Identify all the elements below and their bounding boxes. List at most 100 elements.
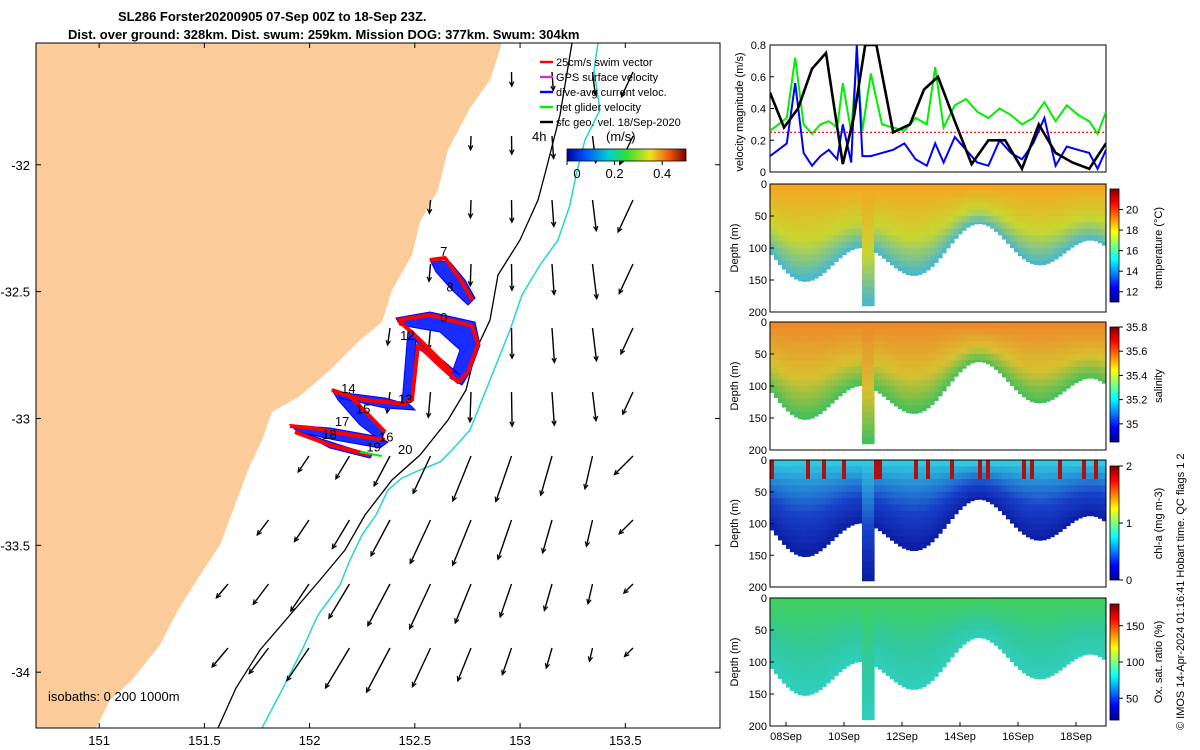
section-cell — [862, 366, 867, 374]
section-cell — [794, 662, 799, 669]
section-cell — [782, 209, 787, 217]
section-cell — [1066, 466, 1071, 474]
section-cell — [902, 260, 907, 268]
geo-velocity-arrowhead — [286, 675, 292, 682]
section-cell — [1094, 623, 1099, 631]
section-cell — [922, 322, 927, 329]
section-cell — [958, 196, 963, 204]
section-cell — [870, 498, 875, 505]
section-cell — [774, 460, 779, 467]
section-cell — [802, 235, 807, 243]
section-cell — [922, 347, 927, 355]
section-cell — [810, 334, 815, 342]
section-cell — [1046, 328, 1051, 336]
section-cell — [942, 228, 947, 236]
geo-velocity-arrowhead — [583, 483, 589, 491]
geo-velocity-arrowhead — [593, 293, 599, 301]
section-cell — [926, 392, 931, 400]
section-cbar-label: salinity — [1153, 369, 1165, 403]
section-cell — [790, 523, 795, 531]
section-cell — [1046, 598, 1051, 605]
section-cell — [1094, 347, 1099, 355]
section-cell — [1050, 460, 1055, 467]
section-cell — [1038, 498, 1043, 505]
legend-label: GPS surface velocity — [556, 72, 659, 84]
section-cell — [994, 209, 999, 217]
section-cell — [886, 504, 891, 512]
section-cell — [886, 610, 891, 618]
section-cell — [978, 360, 983, 363]
section-cell — [922, 184, 927, 191]
section-cell — [790, 360, 795, 368]
section-cell — [826, 649, 831, 657]
section-cell — [866, 574, 871, 582]
section-cell — [1066, 636, 1071, 644]
section-cell — [966, 491, 971, 499]
section-cell — [1014, 649, 1019, 657]
section-cell — [1018, 347, 1023, 355]
section-cell — [978, 491, 983, 499]
section-cell — [874, 655, 879, 663]
section-cell — [942, 196, 947, 204]
section-cell — [822, 354, 827, 361]
section-cell — [1018, 460, 1023, 467]
section-cell — [866, 617, 871, 625]
section-cell — [1046, 517, 1051, 524]
section-cell — [866, 184, 871, 191]
section-cell — [1082, 510, 1087, 517]
section-cell — [1038, 655, 1043, 663]
section-cell — [922, 190, 927, 198]
section-cell — [910, 341, 915, 349]
section-cell — [1046, 392, 1051, 400]
section-cell — [866, 379, 871, 387]
section-cell — [1094, 190, 1099, 198]
section-cell — [826, 479, 831, 486]
section-cell — [890, 529, 895, 537]
section-cell — [866, 580, 871, 582]
section-cell — [982, 604, 987, 612]
section-cell — [1098, 209, 1103, 217]
section-cell — [806, 498, 811, 505]
section-cell — [866, 328, 871, 336]
section-cell — [1062, 347, 1067, 355]
section-cell — [1018, 366, 1023, 374]
section-y-tick-label: 150 — [749, 689, 767, 701]
section-cell — [1022, 460, 1027, 467]
section-cell — [1050, 398, 1055, 400]
geo-velocity-arrow — [584, 455, 594, 489]
section-cell — [1038, 203, 1043, 211]
section-cell — [938, 216, 943, 223]
section-cell — [910, 386, 915, 393]
section-cell — [954, 610, 959, 618]
section-cell — [954, 341, 959, 349]
section-cell — [946, 479, 951, 486]
section-cell — [1054, 235, 1059, 243]
section-cell — [802, 510, 807, 518]
section-cell — [818, 398, 823, 406]
section-cell — [938, 504, 943, 512]
section-cell — [910, 460, 915, 467]
section-cell — [898, 360, 903, 368]
section-cell — [938, 196, 943, 204]
section-cell — [1082, 504, 1087, 512]
section-cell — [1026, 662, 1031, 669]
section-cell — [1042, 386, 1047, 393]
section-cell — [1046, 479, 1051, 486]
section-cell — [1050, 636, 1055, 644]
section-cell — [890, 642, 895, 650]
section-cell — [818, 328, 823, 336]
section-cell — [790, 184, 795, 191]
section-cell — [1090, 636, 1095, 644]
section-cell — [774, 373, 779, 381]
section-cell — [778, 662, 783, 669]
section-cell — [786, 529, 791, 537]
section-cell — [782, 328, 787, 336]
section-cell — [878, 354, 883, 361]
section-cell — [970, 347, 975, 355]
section-cell — [1074, 235, 1079, 243]
section-cell — [806, 623, 811, 631]
section-cell — [846, 604, 851, 612]
section-cell — [1034, 241, 1039, 249]
section-cell — [970, 491, 975, 499]
geo-velocity-arrow — [256, 519, 270, 536]
